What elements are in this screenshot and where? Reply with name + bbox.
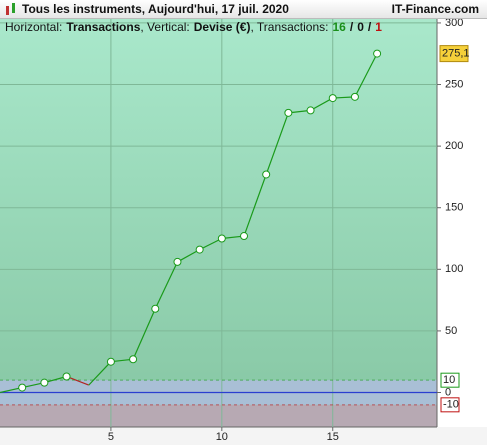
- separator: /: [367, 20, 372, 34]
- label: Horizontal:: [5, 20, 63, 34]
- data-point: [328, 94, 337, 103]
- y-tick-label: 200: [445, 140, 463, 152]
- y-tick-label: 100: [445, 263, 463, 275]
- data-point: [62, 372, 71, 381]
- count: 1: [375, 20, 382, 34]
- data-point: [240, 232, 249, 241]
- y-tick-label: 300: [445, 17, 463, 29]
- data-point: [18, 383, 27, 392]
- value: Transactions: [66, 20, 141, 34]
- line-segment: [199, 237, 223, 251]
- threshold-box: [440, 397, 460, 413]
- label: , Vertical:: [140, 20, 190, 34]
- x-tick-label: 5: [108, 431, 114, 443]
- y-tick-label: 250: [445, 78, 463, 90]
- data-point: [284, 108, 293, 117]
- last-value-box: [439, 45, 469, 63]
- data-point: [195, 245, 204, 254]
- line-segment: [88, 361, 112, 386]
- count: 16: [332, 20, 346, 34]
- threshold-box: [440, 372, 460, 388]
- y-tick-label: 150: [445, 202, 463, 214]
- y-axis-area: [437, 18, 487, 427]
- line-segment: [265, 112, 289, 175]
- count: 0: [357, 20, 364, 34]
- title-bar: Tous les instruments, Aujourd'hui, 17 ju…: [0, 0, 487, 19]
- plot-area: [0, 18, 437, 427]
- data-point: [262, 170, 271, 179]
- x-axis-area: [0, 427, 487, 445]
- threshold-label: 10: [443, 374, 455, 386]
- line-segment: [354, 53, 378, 98]
- value: Devise (€): [193, 20, 251, 34]
- x-tick-label: 10: [216, 431, 228, 443]
- line-segment: [132, 308, 156, 360]
- label: , Transactions:: [250, 20, 329, 34]
- source: IT-Finance.com: [391, 2, 479, 16]
- data-point: [40, 378, 49, 387]
- data-point: [173, 257, 182, 266]
- separator: /: [349, 20, 354, 34]
- data-point: [350, 92, 359, 101]
- line-segment: [310, 97, 334, 111]
- line-segment: [154, 261, 179, 309]
- data-point: [306, 106, 315, 115]
- y-tick-label: 50: [445, 325, 457, 337]
- data-point: [106, 357, 115, 366]
- data-point: [151, 304, 160, 313]
- data-point: [217, 234, 226, 243]
- threshold-label: -10: [443, 399, 459, 411]
- line-segment: [243, 174, 267, 237]
- subtitle: Horizontal: Transactions, Vertical: Devise…: [5, 20, 382, 34]
- y-tick-label: 0: [445, 386, 451, 398]
- icon: [6, 3, 15, 15]
- title: Tous les instruments, Aujourd'hui, 17 ju…: [22, 2, 289, 16]
- data-point: [373, 49, 382, 58]
- x-tick-label: 15: [327, 431, 339, 443]
- loss-zone: [0, 404, 437, 427]
- last-value-label: 275,1: [442, 48, 470, 60]
- line-segment: [177, 249, 200, 263]
- data-point: [129, 355, 138, 364]
